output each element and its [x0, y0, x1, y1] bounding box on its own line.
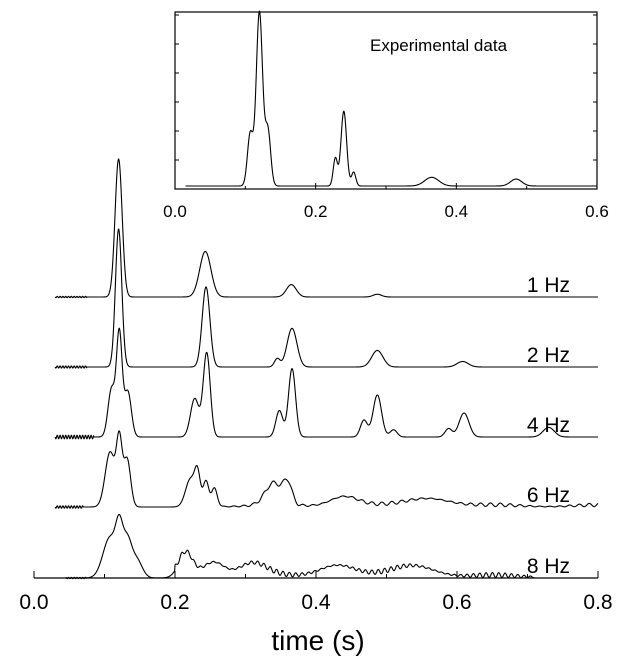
inset-y-ticks: [175, 14, 597, 161]
series-label: 1 Hz: [527, 274, 570, 297]
main-x-ticks: 0.0 0.2 0.4 0.6 0.8: [19, 571, 613, 614]
x-tick-label: 0.4: [301, 591, 331, 614]
x-tick-label: 0.8: [583, 591, 612, 614]
inset-x-tick-label: 0.2: [304, 202, 328, 221]
series-label: 4 Hz: [527, 414, 570, 437]
series-label: 2 Hz: [527, 344, 570, 367]
series-labels: 1 Hz 2 Hz 4 Hz 6 Hz 8 Hz: [527, 274, 570, 578]
series-trace: [54, 327, 599, 440]
inset-x-ticks: 0.0 0.2 0.4 0.6: [163, 183, 609, 221]
inset-panel: 0.0 0.2 0.4 0.6 Experimental data: [163, 10, 609, 221]
inset-x-tick-label: 0.6: [585, 202, 609, 221]
series-label: 6 Hz: [527, 484, 570, 507]
main-panel: 0.0 0.2 0.4 0.6 0.8 1 Hz 2 Hz 4 Hz 6 Hz 8 Hz tim…: [19, 158, 613, 656]
inset-traces: [185, 10, 598, 187]
x-axis-label: time (s): [271, 625, 364, 656]
series-trace: [65, 513, 535, 580]
main-traces: [54, 158, 599, 580]
series-trace: [54, 430, 599, 509]
series-trace: [54, 158, 599, 299]
x-tick-label: 0.6: [442, 591, 471, 614]
series-trace: [54, 228, 599, 369]
x-tick-label: 0.2: [160, 591, 189, 614]
inset-x-tick-label: 0.0: [163, 202, 187, 221]
series-label: 8 Hz: [527, 555, 570, 578]
inset-trace: [185, 10, 598, 187]
x-tick-label: 0.0: [19, 591, 48, 614]
inset-x-tick-label: 0.4: [445, 202, 469, 221]
inset-annotation: Experimental data: [370, 36, 508, 55]
